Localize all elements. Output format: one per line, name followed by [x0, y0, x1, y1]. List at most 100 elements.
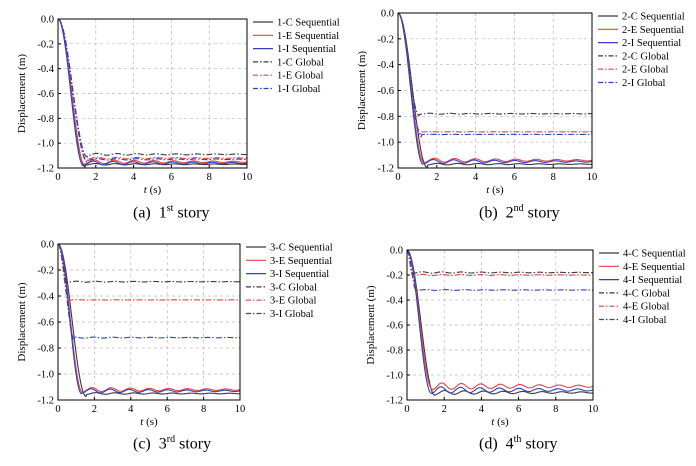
y-tick-label: -0.4: [37, 64, 54, 75]
series-line: [397, 12, 592, 138]
legend-label: 1-I Sequential: [277, 44, 336, 55]
legend-label: 1-E Sequential: [277, 31, 339, 42]
y-tick-label: -0.2: [377, 34, 394, 45]
legend-label: 2-C Sequential: [622, 12, 685, 23]
caption-label: (a): [133, 204, 151, 222]
series-line: [57, 243, 240, 302]
y-tick-label: 0.0: [390, 246, 403, 257]
series-line: [57, 243, 241, 398]
caption-b: (b) 2nd story: [479, 203, 560, 222]
y-tick-label: -1.0: [37, 139, 54, 150]
y-tick-label: -0.2: [37, 266, 54, 277]
x-tick-label: 6: [165, 404, 170, 415]
chart-panel-a: 0 2 4 6 8 10 0.0 -0.2 -0.4 -0.6 -0.8 -1.0 -1.2 t (s) D…: [16, 15, 340, 197]
y-axis-label: Displacement (m): [356, 51, 368, 130]
x-tick-label: 6: [169, 172, 174, 183]
chart-panel-d: 0 2 4 6 8 10 0.0 -0.2 -0.4 -0.6 -0.8 -1.0 -1.2 t (s) D…: [365, 246, 686, 429]
legend-label: 4-E Sequential: [623, 262, 685, 273]
legend-label: 4-C Sequential: [623, 249, 686, 260]
caption-label: (c): [133, 435, 151, 453]
legend-label: 2-E Sequential: [622, 25, 684, 36]
plot-area: [58, 19, 247, 168]
legend-label: 2-C Global: [622, 51, 669, 62]
y-tick-label: -1.2: [377, 164, 394, 175]
series-line: [406, 249, 594, 395]
series-line: [57, 18, 248, 162]
x-tick-label: 8: [553, 404, 558, 415]
legend-label: 4-I Sequential: [623, 275, 682, 286]
series-line: [57, 18, 248, 166]
series-line: [57, 243, 240, 284]
y-tick-label: -0.6: [386, 321, 403, 332]
caption-ordinal: nd: [513, 203, 524, 214]
legend-label: 4-I Global: [623, 315, 667, 326]
series-line: [57, 243, 241, 395]
x-tick-label: 2: [434, 172, 439, 183]
caption-label: (b): [479, 204, 498, 222]
caption-d: (d) 4th story: [479, 434, 557, 453]
x-tick-label: 10: [587, 172, 598, 183]
y-tick-label: -0.8: [377, 112, 394, 123]
y-tick-label: -0.4: [386, 296, 403, 307]
series-line: [397, 12, 593, 117]
legend-label: 3-E Sequential: [270, 256, 332, 267]
y-tick-label: 0.0: [41, 15, 54, 26]
x-tick-label: 4: [479, 404, 485, 415]
caption-ordinal: st: [166, 203, 174, 214]
caption-ordinal: rd: [166, 434, 176, 445]
x-tick-label: 8: [201, 404, 206, 415]
y-tick-label: -1.0: [386, 371, 403, 382]
x-tick-label: 2: [93, 172, 98, 183]
x-tick-label: 4: [131, 172, 137, 183]
x-tick-label: 6: [516, 404, 521, 415]
legend-label: 1-I Global: [277, 84, 321, 95]
series-line: [406, 249, 594, 391]
caption-c: (c) 3rd story: [133, 434, 211, 453]
legend-label: 1-C Sequential: [277, 18, 340, 29]
x-tick-label: 8: [551, 172, 556, 183]
y-tick-label: -0.2: [37, 39, 54, 50]
series-line: [406, 249, 594, 396]
series-line: [397, 12, 593, 136]
x-tick-label: 0: [395, 172, 400, 183]
x-axis-label: t (s): [486, 184, 504, 196]
y-tick-label: -0.4: [37, 292, 54, 303]
y-tick-label: -0.4: [377, 60, 394, 71]
x-tick-label: 8: [207, 172, 212, 183]
y-axis-label: Displacement (m): [365, 285, 377, 364]
legend-label: 3-C Global: [270, 282, 317, 293]
y-tick-label: -0.6: [377, 86, 394, 97]
x-tick-label: 10: [242, 172, 253, 183]
series-line: [406, 249, 594, 277]
caption-ordinal: th: [513, 434, 522, 445]
y-tick-label: -1.0: [37, 370, 54, 381]
series-line: [57, 18, 248, 158]
y-tick-label: -1.2: [386, 396, 403, 407]
y-tick-label: -0.8: [37, 114, 54, 125]
caption-word: story: [179, 435, 212, 453]
series-line: [57, 18, 248, 163]
series-line: [57, 243, 241, 394]
legend-label: 2-I Global: [622, 78, 666, 89]
x-axis-label: t (s): [491, 416, 509, 428]
caption-number: 1: [158, 204, 167, 222]
legend-label: 3-E Global: [270, 296, 316, 307]
x-axis-label: t (s): [140, 416, 158, 428]
x-tick-label: 0: [55, 172, 60, 183]
series-line: [397, 12, 593, 164]
x-axis-label: t (s): [144, 184, 162, 196]
y-tick-label: 0.0: [381, 9, 394, 20]
legend-label: 2-E Global: [622, 65, 668, 76]
series-line: [397, 12, 593, 166]
x-tick-label: 4: [128, 404, 134, 415]
caption-word: story: [527, 204, 560, 222]
y-tick-label: -0.6: [37, 89, 54, 100]
caption-label: (d): [479, 435, 498, 453]
legend-label: 1-E Global: [277, 71, 323, 82]
x-tick-label: 0: [404, 404, 409, 415]
y-tick-label: 0.0: [41, 240, 54, 251]
y-tick-label: -0.8: [386, 346, 403, 357]
y-axis-label: Displacement (m): [16, 54, 28, 133]
legend-label: 4-E Global: [623, 302, 669, 313]
